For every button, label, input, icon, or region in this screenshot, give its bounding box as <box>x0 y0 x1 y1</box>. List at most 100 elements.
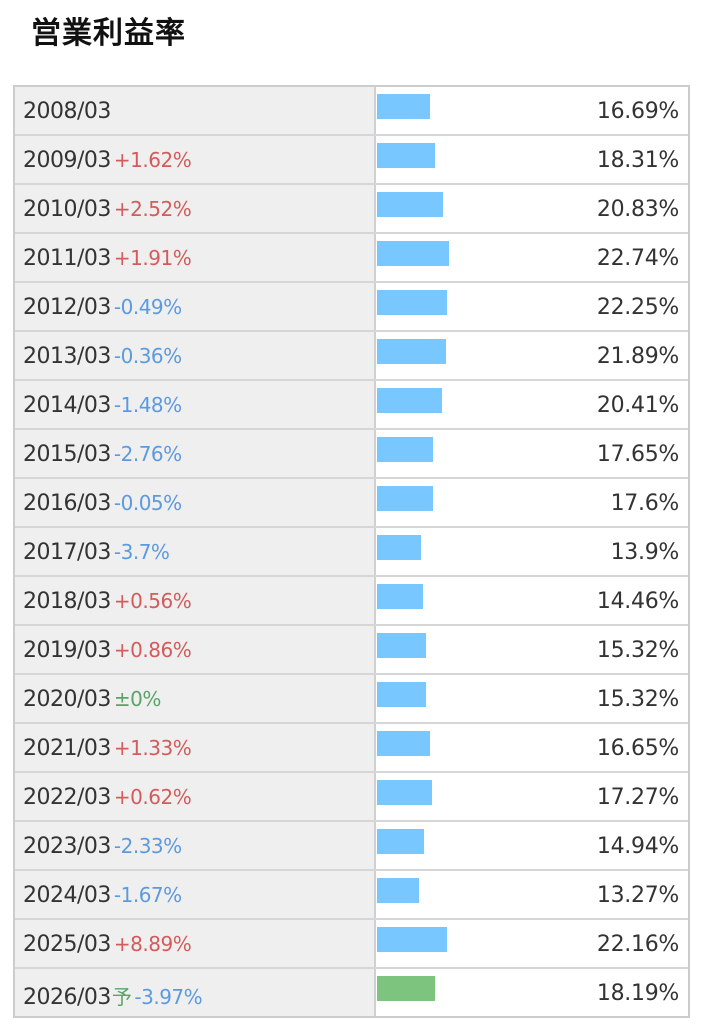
period-text: 2025/03 <box>23 932 111 957</box>
value-bar <box>377 241 449 266</box>
change-label: +0.86% <box>113 638 192 662</box>
table-row: 2014/03 -1.48% 20.41% <box>15 381 688 430</box>
period-text: 2020/03 <box>23 687 111 712</box>
period-label: 2023/03 -2.33% <box>23 834 182 859</box>
value-bar <box>377 143 435 168</box>
table-row: 2011/03 +1.91% 22.74% <box>15 234 688 283</box>
change-label: -1.48% <box>113 393 182 417</box>
table-row: 2021/03 +1.33% 16.65% <box>15 724 688 773</box>
row-label-cell: 2020/03 ±0% <box>15 675 376 722</box>
period-label: 2019/03 +0.86% <box>23 638 192 663</box>
change-label: +1.91% <box>113 246 192 270</box>
value-bar <box>377 878 419 903</box>
forecast-bar <box>377 976 435 1001</box>
row-label-cell: 2016/03 -0.05% <box>15 479 376 526</box>
row-label-cell: 2022/03 +0.62% <box>15 773 376 820</box>
value-label: 14.94% <box>596 834 679 859</box>
value-label: 15.32% <box>596 687 679 712</box>
value-label: 15.32% <box>596 638 679 663</box>
period-label: 2011/03 +1.91% <box>23 246 192 271</box>
change-label: -0.49% <box>113 295 182 319</box>
change-label: +2.52% <box>113 197 192 221</box>
period-label: 2012/03 -0.49% <box>23 295 182 320</box>
value-bar <box>377 829 424 854</box>
change-label: +1.62% <box>113 148 192 172</box>
period-label: 2015/03 -2.76% <box>23 442 182 467</box>
period-label: 2018/03 +0.56% <box>23 589 192 614</box>
change-label: -1.67% <box>113 883 182 907</box>
row-label-cell: 2023/03 -2.33% <box>15 822 376 869</box>
value-label: 16.65% <box>596 736 679 761</box>
value-bar <box>377 682 426 707</box>
value-bar <box>377 290 447 315</box>
period-text: 2016/03 <box>23 491 111 516</box>
row-label-cell: 2008/03 <box>15 87 376 134</box>
period-label: 2010/03 +2.52% <box>23 197 192 222</box>
row-label-cell: 2010/03 +2.52% <box>15 185 376 232</box>
value-bar <box>377 633 426 658</box>
period-label: 2026/03予 -3.97% <box>23 981 203 1010</box>
table-row: 2020/03 ±0% 15.32% <box>15 675 688 724</box>
row-label-cell: 2013/03 -0.36% <box>15 332 376 379</box>
table-row: 2022/03 +0.62% 17.27% <box>15 773 688 822</box>
value-label: 14.46% <box>596 589 679 614</box>
value-label: 22.74% <box>596 246 679 271</box>
period-text: 2026/03 <box>23 985 111 1010</box>
table-row: 2017/03 -3.7% 13.9% <box>15 528 688 577</box>
value-label: 18.31% <box>596 148 679 173</box>
period-text: 2013/03 <box>23 344 111 369</box>
period-label: 2021/03 +1.33% <box>23 736 192 761</box>
table-row: 2008/03 16.69% <box>15 87 688 136</box>
table-row: 2023/03 -2.33% 14.94% <box>15 822 688 871</box>
value-bar <box>377 339 446 364</box>
value-label: 21.89% <box>596 344 679 369</box>
row-label-cell: 2019/03 +0.86% <box>15 626 376 673</box>
period-text: 2018/03 <box>23 589 111 614</box>
row-label-cell: 2015/03 -2.76% <box>15 430 376 477</box>
table-row: 2018/03 +0.56% 14.46% <box>15 577 688 626</box>
table-row: 2013/03 -0.36% 21.89% <box>15 332 688 381</box>
value-bar <box>377 192 443 217</box>
value-label: 18.19% <box>596 981 679 1006</box>
value-label: 22.25% <box>596 295 679 320</box>
change-label: +1.33% <box>113 736 192 760</box>
period-text: 2010/03 <box>23 197 111 222</box>
period-label: 2025/03 +8.89% <box>23 932 192 957</box>
period-label: 2009/03 +1.62% <box>23 148 192 173</box>
change-label: -3.97% <box>134 985 203 1009</box>
table-row: 2026/03予 -3.97% 18.19% <box>15 969 688 1016</box>
value-label: 22.16% <box>596 932 679 957</box>
period-text: 2019/03 <box>23 638 111 663</box>
value-bar <box>377 927 447 952</box>
period-label: 2014/03 -1.48% <box>23 393 182 418</box>
period-label: 2017/03 -3.7% <box>23 540 170 565</box>
period-label: 2016/03 -0.05% <box>23 491 182 516</box>
row-label-cell: 2024/03 -1.67% <box>15 871 376 918</box>
value-bar <box>377 388 442 413</box>
change-label: -2.33% <box>113 834 182 858</box>
table-row: 2012/03 -0.49% 22.25% <box>15 283 688 332</box>
period-label: 2022/03 +0.62% <box>23 785 192 810</box>
value-bar <box>377 486 433 511</box>
change-label: -3.7% <box>113 540 170 564</box>
table-row: 2010/03 +2.52% 20.83% <box>15 185 688 234</box>
value-bar <box>377 731 430 756</box>
value-bar <box>377 94 430 119</box>
change-label: -0.36% <box>113 344 182 368</box>
row-label-cell: 2025/03 +8.89% <box>15 920 376 967</box>
value-label: 17.27% <box>596 785 679 810</box>
period-text: 2021/03 <box>23 736 111 761</box>
period-text: 2008/03 <box>23 99 111 124</box>
value-bar <box>377 437 433 462</box>
period-text: 2022/03 <box>23 785 111 810</box>
row-label-cell: 2014/03 -1.48% <box>15 381 376 428</box>
change-label: +0.62% <box>113 785 192 809</box>
period-text: 2012/03 <box>23 295 111 320</box>
row-label-cell: 2012/03 -0.49% <box>15 283 376 330</box>
page-title: 営業利益率 <box>31 16 186 51</box>
value-bar <box>377 584 423 609</box>
change-label: -0.05% <box>113 491 182 515</box>
row-label-cell: 2017/03 -3.7% <box>15 528 376 575</box>
table-row: 2025/03 +8.89% 22.16% <box>15 920 688 969</box>
value-bar <box>377 535 421 560</box>
